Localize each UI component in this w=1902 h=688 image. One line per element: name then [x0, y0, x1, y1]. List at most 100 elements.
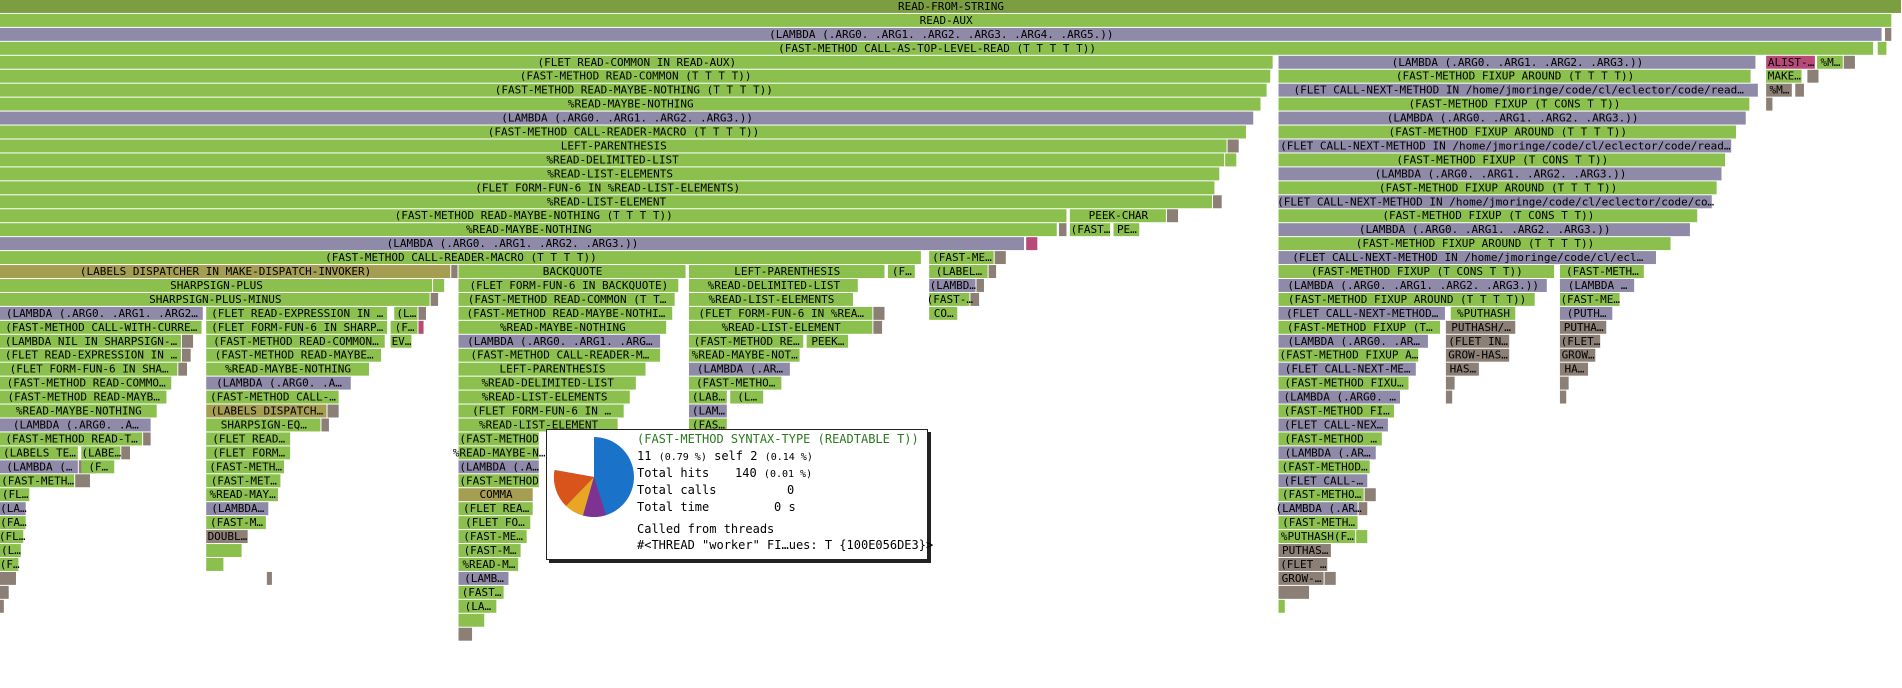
- frame[interactable]: [458, 571, 509, 585]
- frame[interactable]: [1445, 320, 1516, 334]
- frame[interactable]: [181, 334, 194, 348]
- frame[interactable]: [206, 460, 285, 474]
- frame[interactable]: [688, 348, 800, 362]
- frame[interactable]: [1278, 390, 1401, 404]
- frame-label[interactable]: (FAST-METHOD CALL-…: [210, 391, 336, 404]
- frame[interactable]: [458, 320, 667, 334]
- frame[interactable]: [1278, 557, 1328, 571]
- frame[interactable]: [458, 488, 533, 502]
- frame[interactable]: [929, 306, 958, 320]
- frame-label[interactable]: %READ-MAYBE-NOTHING: [16, 405, 142, 418]
- frame[interactable]: [0, 237, 1024, 251]
- frame-label[interactable]: SHARPSIGN-EQ…: [221, 418, 307, 431]
- frame[interactable]: [887, 265, 915, 278]
- frame-label[interactable]: %READ-LIST-ELEMENTS: [709, 293, 835, 306]
- frame-label[interactable]: (LA…: [0, 502, 27, 515]
- frame[interactable]: [0, 97, 1261, 111]
- frame[interactable]: [206, 306, 388, 320]
- frame[interactable]: [0, 251, 921, 265]
- frame[interactable]: [0, 460, 78, 474]
- frame-label[interactable]: (FLET FORM-FUN-6 IN %READ-LIST-ELEMENTS): [475, 181, 740, 194]
- frame[interactable]: [929, 278, 976, 292]
- frame-label[interactable]: (LAMBDA…: [211, 502, 264, 515]
- frame-label[interactable]: PUTHASH/…: [1451, 321, 1511, 334]
- frame[interactable]: [458, 460, 539, 474]
- frame-label[interactable]: (FAST-METHOD FIXUP AROUND (T T T T)): [1396, 70, 1634, 83]
- frame[interactable]: [206, 362, 369, 376]
- frame[interactable]: [206, 390, 339, 404]
- frame[interactable]: [688, 265, 885, 278]
- frame-label[interactable]: (FLET FORM-FUN-6 IN %REA…: [698, 307, 864, 320]
- frame-label[interactable]: (FAST-METHOD CALL-AS-TOP-LEVEL-READ (T T…: [778, 42, 1096, 55]
- frame[interactable]: [1278, 376, 1409, 390]
- frame-label[interactable]: PEEK-CHAR: [1089, 209, 1149, 222]
- frame[interactable]: [458, 334, 661, 348]
- frame-label[interactable]: %READ-LIST-ELEMENTS: [482, 391, 608, 404]
- frame[interactable]: [1113, 223, 1140, 237]
- frame-label[interactable]: GROW-…: [1282, 572, 1322, 585]
- frame[interactable]: [1559, 278, 1635, 292]
- frame[interactable]: [390, 320, 418, 334]
- frame-label[interactable]: (FLET CALL-…: [1284, 474, 1364, 487]
- frame[interactable]: [1278, 502, 1358, 516]
- frame-label[interactable]: EV…: [392, 335, 412, 348]
- frame[interactable]: [458, 544, 521, 557]
- frame[interactable]: [806, 334, 849, 348]
- frame-label[interactable]: (FLET FO…: [465, 516, 525, 529]
- frame[interactable]: [1227, 139, 1239, 153]
- frame-label[interactable]: (LAMBDA (.ARG0. .ARG1. .ARG2. .ARG3.)): [1387, 112, 1639, 125]
- frame[interactable]: [0, 139, 1227, 153]
- frame[interactable]: [1278, 544, 1331, 557]
- frame-label[interactable]: (FAST-METHOD FIXUP (T CONS T T)): [1396, 153, 1608, 166]
- frame[interactable]: [0, 41, 1874, 55]
- frame-label[interactable]: (FLET FORM-FUN-6 IN BACKQUOTE): [470, 279, 669, 292]
- frame-label[interactable]: (LAMBDA (.AR…: [1275, 502, 1361, 515]
- frame-label[interactable]: %READ-LIST-ELEMENT: [547, 195, 667, 208]
- frame-label[interactable]: (FAST-METHOD FI…: [1284, 405, 1390, 418]
- frame[interactable]: [994, 251, 1006, 265]
- frame-label[interactable]: PE…: [1117, 223, 1137, 236]
- frame-label[interactable]: (FAST-M…: [464, 544, 517, 557]
- frame[interactable]: [0, 418, 151, 432]
- frame[interactable]: [0, 544, 21, 557]
- frame-label[interactable]: (LAMBDA (.A…: [459, 460, 539, 473]
- frame-label[interactable]: (FAST-ME…: [932, 251, 992, 264]
- frame-label[interactable]: (LAM…: [692, 405, 725, 418]
- frame-label[interactable]: %READ-DELIMITED-LIST: [708, 279, 841, 292]
- frame-label[interactable]: (FLET READ-EXPRESSION IN …: [211, 307, 384, 320]
- frame[interactable]: [206, 544, 242, 557]
- frame[interactable]: [1445, 376, 1455, 390]
- frame[interactable]: [1278, 223, 1690, 237]
- frame[interactable]: [1559, 376, 1569, 390]
- frame[interactable]: [1278, 237, 1671, 251]
- frame[interactable]: [206, 320, 388, 334]
- frame-label[interactable]: %READ-MAYBE-NOTHING: [568, 98, 694, 111]
- frame[interactable]: [81, 460, 115, 474]
- frame-label[interactable]: (FAST-METHOD READ-COMMON (T T…: [468, 293, 667, 306]
- frame[interactable]: [1278, 418, 1388, 432]
- frame-label[interactable]: (FAST-METHOD …: [1284, 432, 1377, 445]
- frame[interactable]: [688, 362, 790, 376]
- frame[interactable]: [0, 488, 30, 502]
- frame-label[interactable]: (FAST-METHOD RE…: [694, 335, 800, 348]
- frame[interactable]: [1559, 306, 1613, 320]
- frame[interactable]: [1278, 585, 1310, 599]
- frame[interactable]: [458, 404, 624, 418]
- frame[interactable]: [0, 320, 202, 334]
- frame-label[interactable]: (FLET REA…: [463, 502, 530, 515]
- frame-label[interactable]: (LAMBDA (.ARG0. .ARG1. .ARG2…: [6, 307, 198, 320]
- frame[interactable]: [0, 530, 24, 544]
- frame[interactable]: [1450, 306, 1516, 320]
- frame[interactable]: [458, 390, 630, 404]
- frame-label[interactable]: (FLET READ…: [212, 432, 285, 445]
- frame-label[interactable]: (FAST-METHOD: [459, 474, 538, 487]
- frame-label[interactable]: (LAMBDA (.ARG0. .A…: [216, 377, 342, 390]
- frame[interactable]: [0, 334, 181, 348]
- frame[interactable]: [970, 292, 980, 306]
- frame-label[interactable]: (FAST-METHOD READ-MAYBE-NOTHING (T T T T…: [495, 84, 773, 97]
- frame[interactable]: [1445, 390, 1453, 404]
- frame-label[interactable]: (FLET FORM…: [212, 446, 285, 459]
- frame-label[interactable]: %READ-MAY…: [209, 488, 276, 501]
- frame-label[interactable]: GROW…: [1562, 349, 1595, 362]
- frame[interactable]: [1766, 97, 1773, 111]
